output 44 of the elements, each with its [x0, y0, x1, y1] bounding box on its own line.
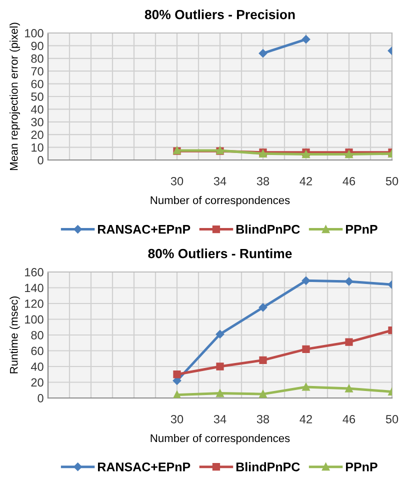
x-tick-label: 42	[300, 176, 312, 186]
y-tick-label: 80	[31, 331, 44, 340]
legend-label: RANSAC+EPnP	[98, 224, 190, 234]
x-tick-label: 30	[170, 414, 184, 424]
y-tick-label: 100	[25, 29, 44, 38]
y-tick-label: 20	[31, 130, 44, 139]
legend-label: BlindPnPC	[236, 224, 300, 234]
legend-label: PPnP	[346, 462, 378, 472]
y-tick-label: 20	[31, 378, 44, 387]
y-tick-label: 0	[38, 394, 44, 402]
y-tick-label: 60	[31, 80, 44, 88]
x-tick-label: 50	[386, 414, 398, 424]
x-tick-label: 34	[214, 414, 226, 424]
y-tick-label: 40	[30, 362, 44, 371]
x-tick-label: 42	[300, 414, 312, 424]
y-tick-label: 10	[32, 143, 44, 152]
y-tick-label: 80	[31, 54, 44, 63]
y-tick-label: 140	[25, 284, 44, 292]
y-tick-label: 0	[38, 156, 44, 164]
legend-label: RANSAC+EPnP	[98, 462, 190, 472]
y-tick-label: 160	[25, 268, 44, 276]
chart-title: 80% Outliers - Precision	[144, 10, 295, 20]
x-tick-label: 38	[256, 176, 270, 186]
y-tick-label: 60	[31, 346, 44, 356]
x-tick-label: 38	[256, 414, 270, 424]
chart-title: 80% Outliers - Runtime	[148, 248, 292, 258]
legend-label: BlindPnPC	[236, 462, 300, 472]
x-tick-label: 34	[214, 176, 226, 186]
legend-label: PPnP	[346, 225, 378, 234]
x-axis-title: Number of correspondences	[150, 434, 290, 444]
y-tick-label: 100	[25, 315, 44, 324]
x-tick-label: 46	[342, 176, 356, 186]
x-tick-label: 30	[170, 176, 184, 186]
y-axis-title: Mean reprojection error (pixel)	[10, 22, 20, 170]
y-tick-label: 70	[31, 67, 44, 76]
y-tick-label: 90	[31, 42, 44, 50]
y-axis-title: Runtime (msec)	[10, 296, 20, 374]
y-tick-label: 30	[31, 118, 44, 126]
x-axis-title: Number of correspondences	[150, 196, 290, 206]
x-tick-label: 50	[386, 176, 398, 186]
y-tick-label: 120	[25, 300, 44, 308]
x-tick-label: 46	[342, 414, 356, 424]
y-tick-label: 50	[31, 92, 44, 101]
y-tick-label: 40	[30, 105, 44, 114]
